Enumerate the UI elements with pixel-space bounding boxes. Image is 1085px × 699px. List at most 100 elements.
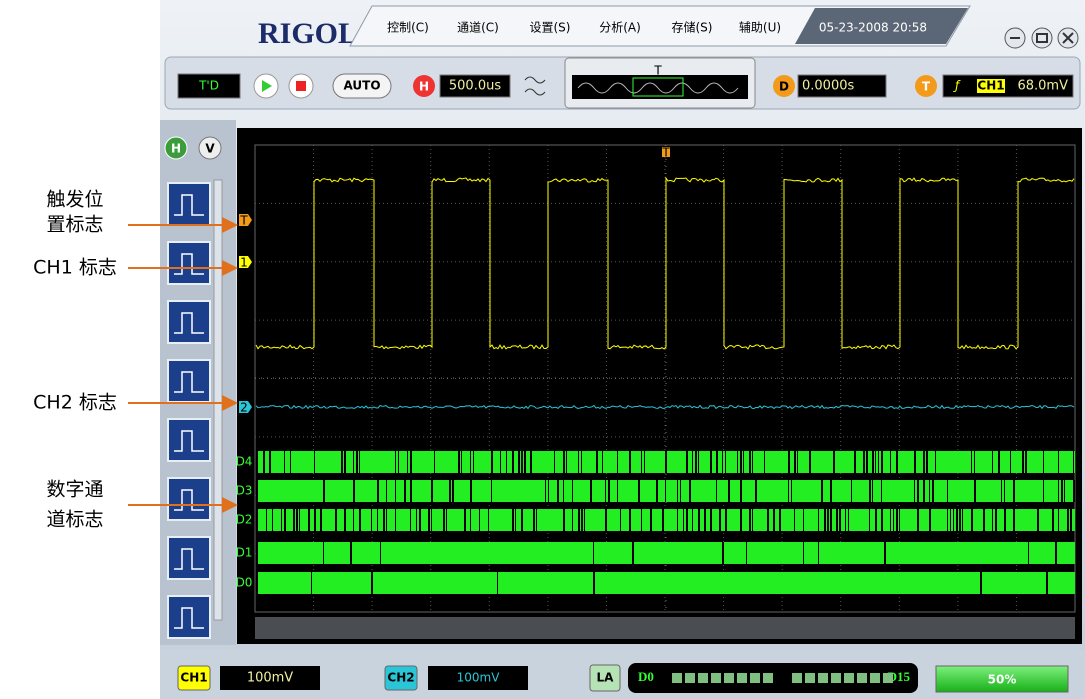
digital-edge	[722, 451, 723, 473]
digital-edge	[836, 509, 838, 531]
menu-item[interactable]: 设置(S)	[530, 21, 571, 35]
la-channel	[805, 673, 815, 683]
digital-edge	[833, 451, 835, 473]
digital-edge	[677, 509, 678, 531]
digital-edge	[491, 480, 492, 502]
digital-edge	[284, 451, 285, 473]
menu-item[interactable]: 通道(C)	[457, 21, 499, 35]
digital-edge	[854, 451, 856, 473]
tool-icon[interactable]	[168, 301, 210, 343]
digital-edge	[353, 480, 355, 502]
tool-icon[interactable]	[168, 478, 210, 520]
trigger-level: 68.0mV	[1017, 79, 1068, 94]
digital-edge	[596, 451, 598, 473]
digital-edge	[764, 451, 765, 473]
digital-edge	[824, 509, 826, 531]
digital-edge	[884, 542, 886, 564]
digital-edge	[377, 480, 379, 502]
tool-icon[interactable]	[168, 537, 210, 579]
digital-edge	[344, 451, 346, 473]
digital-edge	[710, 509, 712, 531]
digital-edge	[1043, 480, 1044, 502]
digital-edge	[818, 509, 819, 531]
digital-edge	[752, 451, 753, 473]
digital-edge	[500, 451, 501, 473]
digital-edge	[680, 480, 681, 502]
digital-edge	[563, 451, 565, 473]
la-channel	[883, 673, 893, 683]
ch2-scale: 100mV	[457, 671, 501, 685]
digital-edge	[767, 509, 769, 531]
digital-edge	[914, 451, 916, 473]
digital-edge	[284, 509, 286, 531]
tool-icon[interactable]	[168, 360, 210, 402]
tool-icon[interactable]	[168, 242, 210, 284]
ch1-scale: 100mV	[247, 671, 293, 686]
digital-edge	[512, 509, 514, 531]
menu-item[interactable]: 分析(A)	[599, 21, 641, 35]
digital-edge	[629, 509, 631, 531]
digital-edge	[722, 542, 724, 564]
digital-edge	[698, 451, 699, 473]
digital-edge	[881, 480, 882, 502]
digital-edge	[410, 451, 412, 473]
digital-edge	[464, 509, 466, 531]
annotation-text: 数字通	[46, 479, 103, 501]
digital-label: D4	[236, 455, 253, 469]
ch1-marker-label: 1	[240, 256, 248, 270]
digital-edge	[869, 480, 871, 502]
t-label: T	[922, 80, 931, 94]
digital-edge	[1073, 451, 1074, 473]
digital-edge	[935, 451, 936, 473]
digital-edge	[845, 509, 846, 531]
digital-edge	[692, 509, 693, 531]
digital-edge	[515, 509, 516, 531]
annotation-text: CH1 标志	[33, 257, 117, 279]
digital-edge	[1001, 480, 1002, 502]
digital-edge	[353, 451, 354, 473]
digital-edge	[923, 451, 925, 473]
digital-edge	[959, 509, 961, 531]
digital-edge	[632, 542, 634, 564]
digital-edge	[506, 451, 507, 473]
digital-edge	[545, 480, 546, 502]
digital-edge	[458, 451, 460, 473]
digital-edge	[323, 480, 325, 502]
digital-edge	[773, 509, 775, 531]
digital-edge	[314, 451, 315, 473]
digital-edge	[518, 451, 520, 473]
digital-edge	[638, 480, 640, 502]
digital-edge	[971, 509, 973, 531]
digital-edge	[488, 509, 489, 531]
digital-edge	[872, 451, 874, 473]
digital-edge	[677, 480, 678, 502]
run-state: T'D	[198, 79, 219, 93]
menu-item[interactable]: 存储(S)	[672, 20, 713, 35]
tool-icon[interactable]	[168, 183, 210, 225]
digital-edge	[797, 451, 798, 473]
digital-edge	[314, 509, 316, 531]
position: 50%	[988, 673, 1017, 687]
digital-edge	[740, 480, 742, 502]
tool-icon[interactable]	[168, 419, 210, 461]
menu-item[interactable]: 辅助(U)	[739, 21, 781, 35]
digital-edge	[581, 451, 582, 473]
digital-edge	[1067, 509, 1069, 531]
digital-edge	[524, 451, 526, 473]
digital-edge	[557, 480, 559, 502]
digital-edge	[830, 480, 832, 502]
digital-edge	[641, 509, 642, 531]
digital-edge	[380, 542, 381, 564]
digital-edge	[470, 480, 472, 502]
digital-edge	[617, 451, 618, 473]
tool-icon[interactable]	[168, 596, 210, 638]
digital-edge	[950, 509, 951, 531]
digital-edge	[923, 480, 925, 502]
digital-edge	[266, 509, 267, 531]
digital-edge	[932, 480, 934, 502]
delay: 0.0000s	[802, 79, 854, 94]
digital-edge	[740, 451, 742, 473]
menu-item[interactable]: 控制(C)	[387, 21, 429, 35]
digital-trace	[258, 572, 1075, 594]
digital-edge	[686, 509, 688, 531]
